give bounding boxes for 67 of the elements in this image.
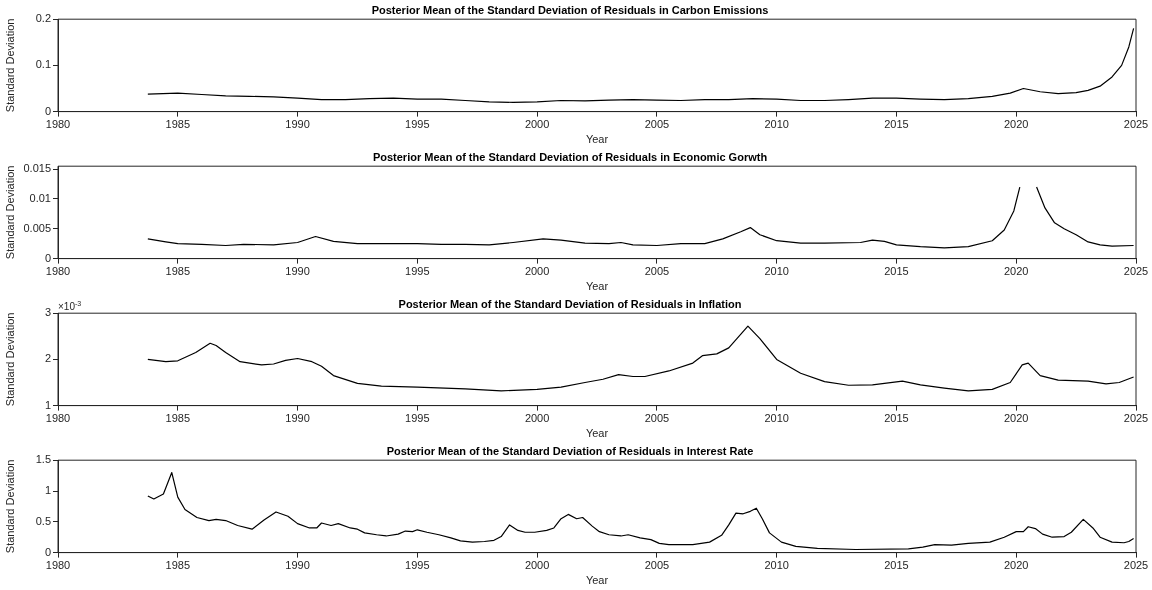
chart-title: Posterior Mean of the Standard Deviation of Residuals in Inflation bbox=[398, 297, 742, 310]
y-tick-label: 0.01 bbox=[29, 192, 51, 205]
x-tick-label: 2025 bbox=[1123, 559, 1149, 572]
x-tick-label: 1980 bbox=[45, 559, 71, 572]
x-tick-label: 2010 bbox=[764, 412, 789, 425]
chart-title: Posterior Mean of the Standard Deviation of Residuals in Economic Gorwth bbox=[372, 150, 768, 163]
y-tick-label: 0 bbox=[44, 545, 51, 558]
x-tick-label: 2005 bbox=[644, 559, 670, 572]
y-tick-label: 3 bbox=[44, 306, 51, 319]
y-axis-title: Standard Deviation bbox=[3, 18, 16, 113]
x-tick-label: 2010 bbox=[764, 118, 789, 131]
x-tick-label: 1980 bbox=[45, 265, 71, 278]
x-tick-label: 1985 bbox=[165, 412, 191, 425]
x-tick-label: 1995 bbox=[405, 559, 430, 572]
x-tick-label: 1990 bbox=[285, 118, 310, 131]
y-tick-label: 1.5 bbox=[35, 453, 51, 466]
x-tick-label: 1995 bbox=[405, 265, 430, 278]
text: ×10$^{-3}$ bbox=[58, 300, 82, 313]
x-tick-label: 2010 bbox=[764, 559, 789, 572]
x-tick-label: 1980 bbox=[45, 118, 71, 131]
y-tick-label: 1 bbox=[44, 398, 51, 411]
y-tick-label: 0.1 bbox=[35, 58, 51, 71]
x-tick-label: 1995 bbox=[405, 412, 430, 425]
x-tick-label: 2000 bbox=[524, 118, 550, 131]
y-axis-title: Standard Deviation bbox=[3, 312, 16, 407]
y-tick-label: 0 bbox=[44, 251, 51, 264]
y-tick-label: 0 bbox=[44, 104, 51, 117]
x-axis-title: Year bbox=[585, 133, 609, 146]
x-tick-label: 1990 bbox=[285, 559, 310, 572]
y-tick-label: 0.2 bbox=[35, 12, 51, 25]
chart-title: Posterior Mean of the Standard Deviation of Residuals in Interest Rate bbox=[386, 444, 754, 457]
x-tick-label: 2000 bbox=[524, 412, 550, 425]
x-axis-title: Year bbox=[585, 574, 609, 587]
x-tick-label: 2025 bbox=[1123, 412, 1149, 425]
x-axis-title: Year bbox=[585, 280, 609, 293]
y-tick-label: 0.015 bbox=[23, 162, 51, 175]
y-tick-label: 0.005 bbox=[23, 221, 51, 234]
x-tick-label: 1995 bbox=[405, 118, 430, 131]
x-tick-label: 2020 bbox=[1003, 559, 1029, 572]
x-tick-label: 2005 bbox=[644, 412, 670, 425]
y-tick-label: 1 bbox=[44, 484, 51, 497]
x-tick-label: 2010 bbox=[764, 265, 789, 278]
x-tick-label: 2025 bbox=[1123, 265, 1149, 278]
x-tick-label: 2020 bbox=[1003, 118, 1029, 131]
x-tick-label: 2005 bbox=[644, 265, 670, 278]
x-tick-label: 2015 bbox=[884, 265, 909, 278]
x-axis-title: Year bbox=[585, 427, 609, 440]
x-tick-label: 2015 bbox=[884, 118, 909, 131]
x-tick-label: 2005 bbox=[644, 118, 670, 131]
x-tick-label: 1990 bbox=[285, 412, 310, 425]
x-tick-label: 2000 bbox=[524, 265, 550, 278]
y-axis-title: Standard Deviation bbox=[3, 165, 16, 260]
y-axis-title: Standard Deviation bbox=[3, 459, 16, 554]
y-tick-label: 0.5 bbox=[35, 514, 51, 527]
x-tick-label: 2000 bbox=[524, 559, 550, 572]
x-tick-label: 2015 bbox=[884, 412, 909, 425]
x-tick-label: 1985 bbox=[165, 265, 191, 278]
x-tick-label: 2020 bbox=[1003, 412, 1029, 425]
y-tick-label: 2 bbox=[44, 352, 51, 365]
chart-title: Posterior Mean of the Standard Deviation of Residuals in Carbon Emissions bbox=[371, 3, 769, 16]
x-tick-label: 2015 bbox=[884, 559, 909, 572]
x-tick-label: 2025 bbox=[1123, 118, 1149, 131]
x-tick-label: 2020 bbox=[1003, 265, 1029, 278]
x-tick-label: 1985 bbox=[165, 118, 191, 131]
x-tick-label: 1980 bbox=[45, 412, 71, 425]
x-tick-label: 1990 bbox=[285, 265, 310, 278]
x-tick-label: 1985 bbox=[165, 559, 191, 572]
